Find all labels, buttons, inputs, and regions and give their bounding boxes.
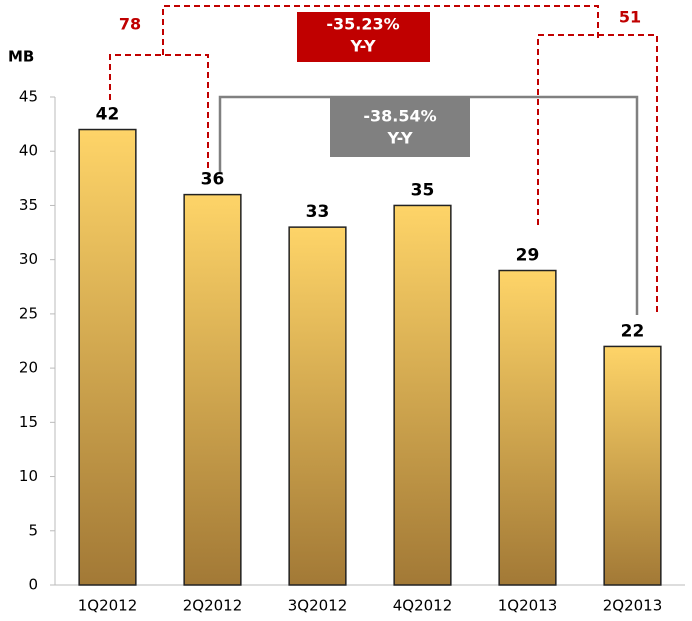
data-label: 35 xyxy=(411,180,435,200)
annotation: 78 xyxy=(119,15,141,34)
data-label: 33 xyxy=(306,202,330,222)
gray-bracket xyxy=(218,95,639,315)
y-tick-label: 30 xyxy=(19,250,38,268)
x-tick-label: 2Q2012 xyxy=(183,597,243,615)
y-tick-label: 20 xyxy=(19,359,38,377)
bar xyxy=(498,269,557,586)
x-tick-label: 4Q2012 xyxy=(393,597,453,615)
y-tick-label: 35 xyxy=(19,196,38,214)
y-tick-label: 5 xyxy=(28,521,38,539)
data-label: 42 xyxy=(96,105,120,125)
data-label: 29 xyxy=(516,246,540,266)
y-tick-label: 25 xyxy=(19,304,38,322)
annotation: Y-Y xyxy=(349,37,376,56)
annotation: 51 xyxy=(619,8,641,27)
x-tick-label: 3Q2012 xyxy=(288,597,348,615)
bar xyxy=(288,226,347,586)
annotation: Y-Y xyxy=(386,129,413,148)
annotation: -38.54% xyxy=(363,107,436,126)
bar xyxy=(603,345,662,586)
y-tick-label: 15 xyxy=(19,413,38,431)
annotation: -35.23% xyxy=(326,15,399,34)
bar xyxy=(393,204,452,586)
bar xyxy=(78,128,137,586)
y-tick-label: 45 xyxy=(19,88,38,106)
gray-box xyxy=(330,97,470,157)
y-tick-label: 0 xyxy=(28,576,38,594)
red-brackets xyxy=(109,5,658,315)
x-tick-label: 2Q2013 xyxy=(603,597,663,615)
y-tick-label: 40 xyxy=(19,142,38,160)
bar xyxy=(183,193,242,586)
y-axis-label: MB xyxy=(8,48,34,66)
data-label: 36 xyxy=(201,170,225,190)
x-tick-label: 1Q2013 xyxy=(498,597,558,615)
data-label: 22 xyxy=(621,321,645,341)
y-tick-label: 10 xyxy=(19,467,38,485)
red-box xyxy=(297,12,430,62)
x-tick-label: 1Q2012 xyxy=(78,597,138,615)
